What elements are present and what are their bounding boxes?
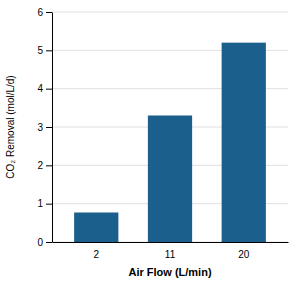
- tick-label: 5: [37, 45, 43, 56]
- tick-label: 2: [93, 249, 99, 260]
- bars: [74, 43, 266, 242]
- tick: 4: [37, 83, 52, 94]
- tick: 20: [238, 249, 250, 260]
- tick-label: 11: [165, 249, 176, 260]
- tick-label: 1: [37, 198, 43, 209]
- tick-label: 20: [238, 249, 250, 260]
- plot: 0 1 2 3 4 5 6 2 11 20: [37, 7, 288, 260]
- tick-label: 2: [37, 160, 43, 171]
- x-axis-title: Air Flow (L/min): [128, 266, 211, 278]
- y-axis-title: CO₂ Removal (mol/L/d): [5, 75, 16, 178]
- tick-label: 3: [37, 122, 43, 133]
- tick-mark: [46, 165, 52, 166]
- tick: 2: [93, 249, 99, 260]
- grid-line: [52, 12, 288, 13]
- bar: [148, 116, 192, 243]
- tick-mark: [46, 89, 52, 90]
- tick-label: 4: [37, 83, 43, 94]
- axis-line: [52, 13, 53, 243]
- tick: 0: [37, 237, 52, 248]
- axis-line: [53, 242, 289, 243]
- bar: [74, 212, 118, 242]
- tick-mark: [46, 50, 52, 51]
- tick: 11: [165, 249, 176, 260]
- tick-mark: [46, 127, 52, 128]
- tick-label: 0: [37, 237, 43, 248]
- tick: 3: [37, 122, 52, 133]
- chart: 0 1 2 3 4 5 6 2 11 20 Air Flow (L/min) CO₂ Removal …: [0, 0, 300, 284]
- y-axis: 0 1 2 3 4 5 6: [37, 7, 52, 248]
- tick-mark: [46, 12, 52, 13]
- tick-mark: [46, 204, 52, 205]
- tick: 6: [37, 7, 52, 18]
- tick-mark: [46, 242, 52, 243]
- tick: 2: [37, 160, 52, 171]
- x-axis: 2 11 20: [53, 243, 289, 261]
- tick-label: 6: [37, 7, 43, 18]
- bar: [222, 43, 266, 242]
- tick: 5: [37, 45, 52, 56]
- tick: 1: [37, 198, 52, 209]
- grid: [52, 12, 288, 242]
